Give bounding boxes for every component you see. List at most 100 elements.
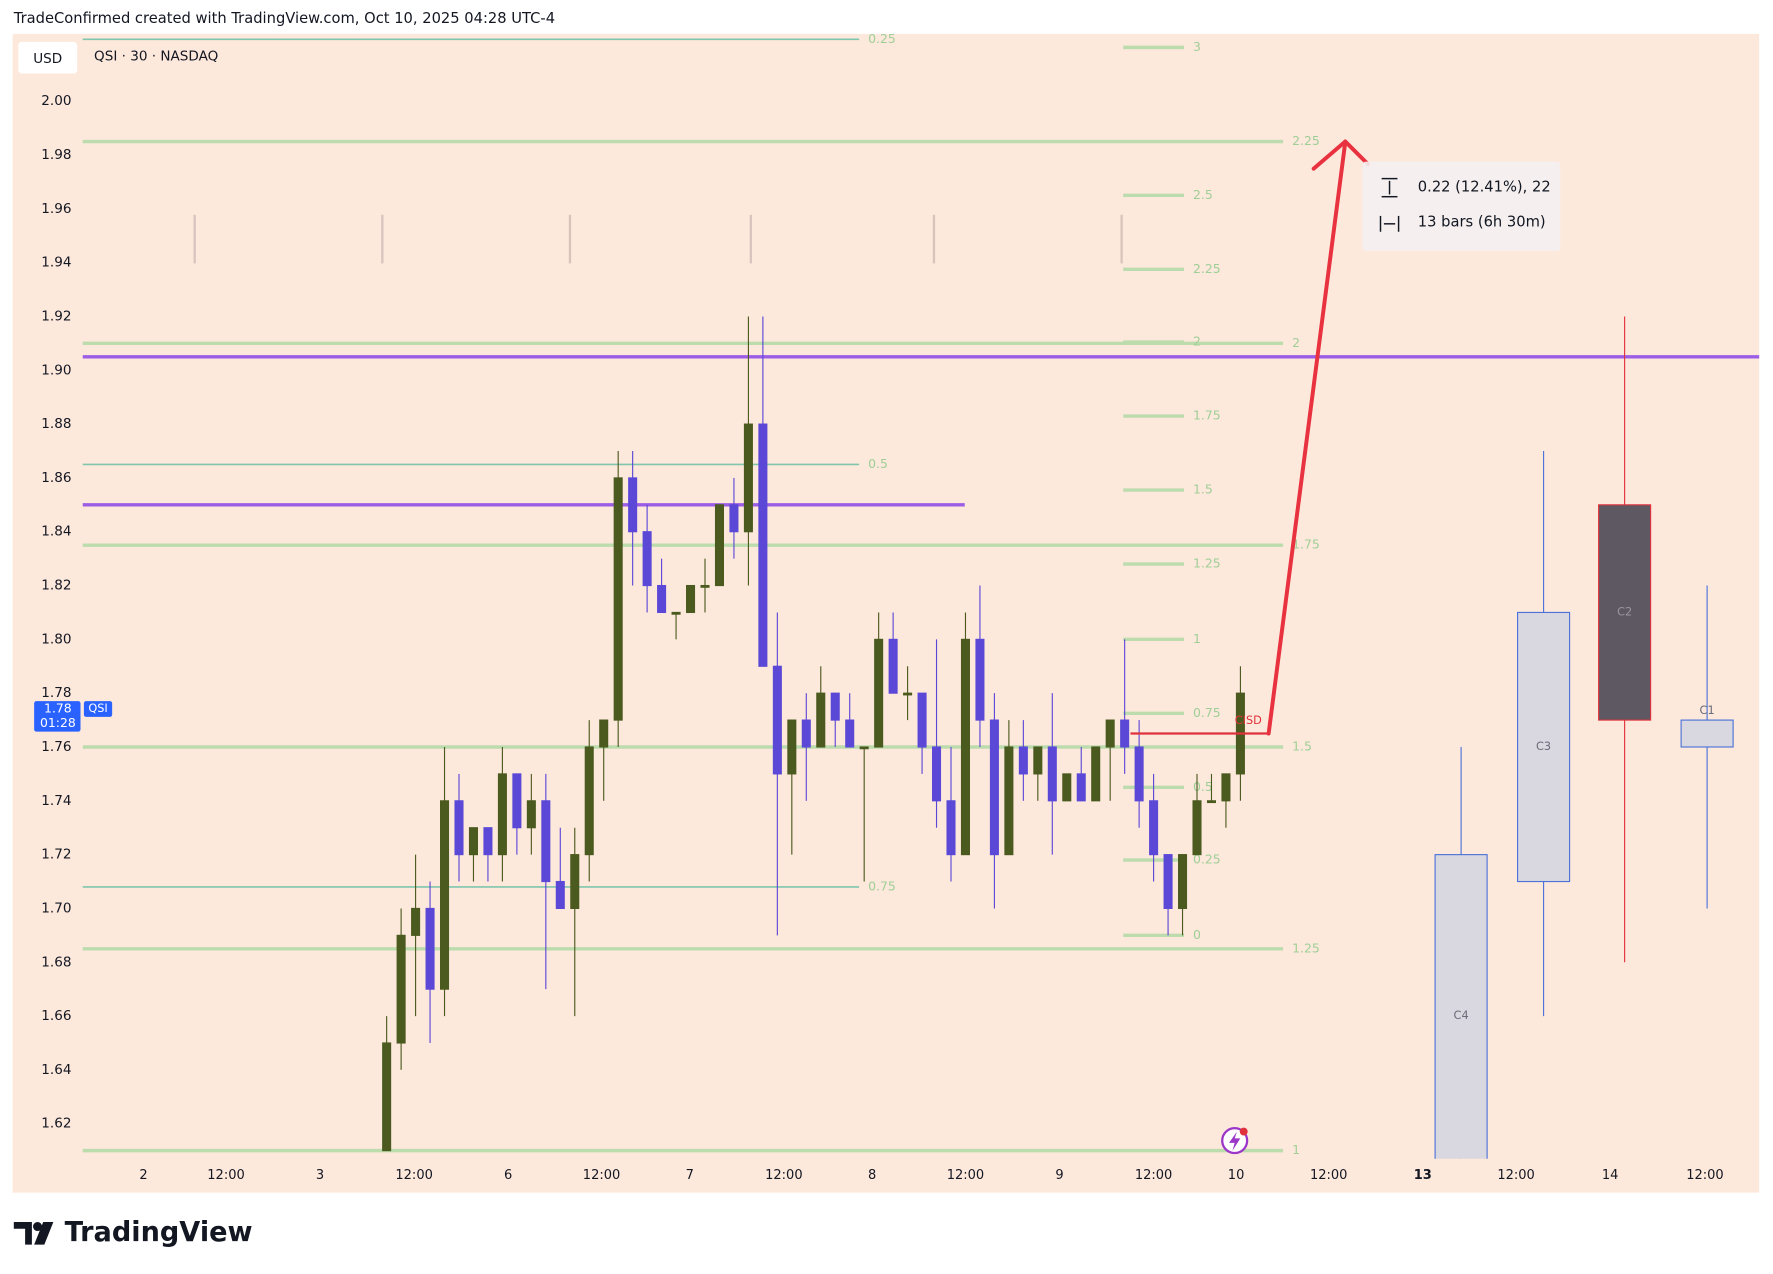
candle-body xyxy=(1221,773,1231,802)
candle-body xyxy=(1598,504,1652,721)
candle-body xyxy=(657,584,667,614)
level-label: 0.25 xyxy=(1193,852,1221,867)
candle-body xyxy=(772,665,782,775)
candle-body xyxy=(859,746,869,750)
candle-body xyxy=(888,638,898,694)
level-label: 0 xyxy=(1193,927,1201,942)
candle-body xyxy=(1178,854,1188,910)
level-label: 2 xyxy=(1193,334,1201,349)
overlay: C4 C3 C2 C1 CISD xyxy=(1130,139,1715,1022)
y-tick-label: 1.86 xyxy=(41,470,71,486)
levels: 2.25 2 1.75 1.5 1.25 1 0.25 0.5 0.75 3 2.5 2.25 2 1.7… xyxy=(82,31,1760,1157)
candle-body xyxy=(483,827,493,856)
candle-body xyxy=(729,504,739,533)
x-tick-label: 13 xyxy=(1414,1168,1432,1183)
candle-body xyxy=(526,800,536,829)
candle-body xyxy=(1434,854,1488,1159)
measure-icons xyxy=(1379,177,1400,232)
alert-icon[interactable] xyxy=(1221,1127,1249,1155)
y-tick-label: 1.92 xyxy=(41,308,71,324)
y-tick-label: 1.64 xyxy=(41,1062,71,1078)
candle-body xyxy=(584,746,594,856)
level-label: 2.25 xyxy=(1292,133,1320,148)
candle-body xyxy=(411,907,421,936)
candle-body xyxy=(845,719,855,748)
y-tick-label: 1.68 xyxy=(41,954,71,970)
candles xyxy=(382,316,1734,1159)
arrow-head xyxy=(1311,139,1370,171)
candle-body xyxy=(1517,611,1571,883)
y-tick-label: 1.96 xyxy=(41,201,71,217)
projection-label: C2 xyxy=(1617,605,1632,618)
measure-bars: 13 bars (6h 30m) xyxy=(1418,214,1546,231)
candle-body xyxy=(816,692,826,748)
y-tick-label: 1.90 xyxy=(41,362,71,378)
level-label: 1.25 xyxy=(1193,556,1221,571)
symbol-box xyxy=(83,701,113,717)
x-tick-label: 12:00 xyxy=(207,1168,244,1183)
candle-body xyxy=(1076,773,1086,802)
candle-body xyxy=(932,746,942,802)
candle-body xyxy=(1047,746,1057,802)
candle-body xyxy=(512,773,522,829)
measure-box xyxy=(1362,161,1561,251)
y-tick-label: 1.82 xyxy=(41,578,71,594)
level-label: 1 xyxy=(1292,1142,1300,1157)
level-label: 3 xyxy=(1193,39,1201,54)
level-label: 1.75 xyxy=(1193,408,1221,423)
x-tick-label: 12:00 xyxy=(1135,1168,1172,1183)
y-tick-label: 1.76 xyxy=(41,739,71,755)
candle-body xyxy=(497,773,507,856)
candle-body xyxy=(1004,746,1014,856)
candle-body xyxy=(1120,719,1130,748)
symbol: QSI xyxy=(88,702,107,715)
currency[interactable]: USD xyxy=(33,51,62,67)
level-label: 2.25 xyxy=(1193,261,1221,276)
candle-body xyxy=(960,638,970,856)
cisd-label: CISD xyxy=(1235,714,1262,727)
candle-body xyxy=(1163,854,1173,910)
candle-body xyxy=(454,800,464,856)
x-tick-label: 12:00 xyxy=(765,1168,802,1183)
currency-box[interactable] xyxy=(18,41,78,74)
candle-body xyxy=(830,692,840,721)
chart-title: QSI · 30 · NASDAQ xyxy=(94,49,218,65)
candle-body xyxy=(440,800,450,990)
x-tick-label: 12:00 xyxy=(583,1168,620,1183)
x-tick-label: 2 xyxy=(139,1168,147,1183)
measure-price: 0.22 (12.41%), 22 xyxy=(1418,179,1551,196)
level-label: 2 xyxy=(1292,335,1300,350)
candle-body xyxy=(1134,746,1144,802)
candle-body xyxy=(1105,719,1115,748)
candle-body xyxy=(642,531,652,587)
y-tick-label: 1.80 xyxy=(41,631,71,647)
candle-body xyxy=(1149,800,1159,856)
candle-body xyxy=(541,800,551,883)
candle-body xyxy=(1206,800,1217,804)
x-tick-label: 9 xyxy=(1055,1168,1063,1183)
candle-body xyxy=(903,692,913,696)
level-label: 0.5 xyxy=(868,456,888,471)
candle-body xyxy=(989,719,999,856)
y-tick-label: 1.94 xyxy=(41,255,71,271)
candle-body xyxy=(714,504,724,587)
candle-body xyxy=(1018,746,1028,775)
candle-body xyxy=(758,423,768,667)
candle-body xyxy=(599,719,609,748)
countdown: 01:28 xyxy=(40,715,76,730)
x-tick-label: 8 xyxy=(868,1168,876,1183)
candle-body xyxy=(1192,800,1202,856)
candle-body xyxy=(946,800,956,856)
candle-body xyxy=(555,880,565,910)
candle-body xyxy=(801,719,811,748)
candle-body xyxy=(975,638,985,721)
x-tick-label: 7 xyxy=(686,1168,694,1183)
candle-body xyxy=(1680,719,1734,748)
projection-label: C4 xyxy=(1454,1009,1469,1022)
x-tick-label: 12:00 xyxy=(1310,1168,1347,1183)
y-tick-label: 1.74 xyxy=(41,793,71,809)
last-price: 1.78 xyxy=(44,701,72,716)
x-tick-label: 3 xyxy=(316,1168,324,1183)
candle-body xyxy=(468,827,478,856)
